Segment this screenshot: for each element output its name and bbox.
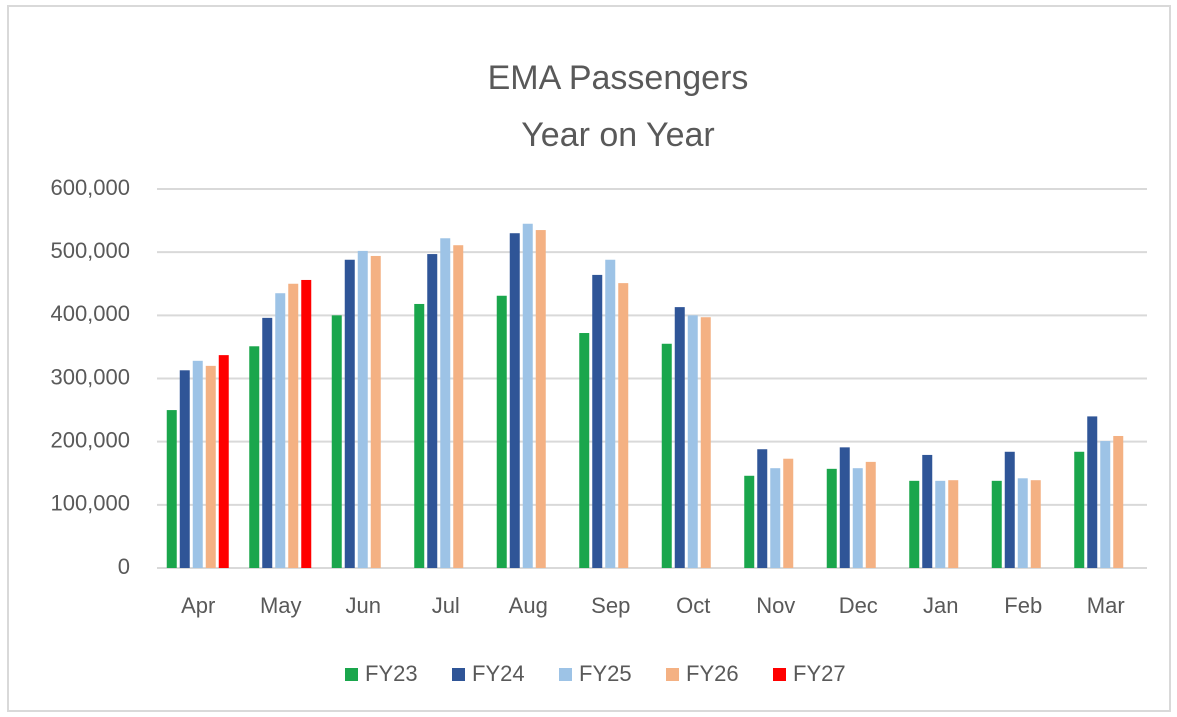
bar xyxy=(687,315,698,568)
bar xyxy=(1017,478,1028,568)
y-tick-label: 0 xyxy=(118,554,130,579)
bar xyxy=(991,480,1002,568)
bar xyxy=(618,283,629,568)
x-tick-label: Aug xyxy=(509,593,548,618)
x-tick-label: Apr xyxy=(181,593,215,618)
x-tick-label: Jul xyxy=(432,593,460,618)
bar xyxy=(357,250,368,569)
bar xyxy=(535,230,546,568)
legend-label: FY25 xyxy=(579,661,632,686)
bar xyxy=(1087,416,1098,568)
chart-title: EMA Passengers xyxy=(488,59,749,97)
y-tick-label: 300,000 xyxy=(50,364,130,389)
bar xyxy=(331,315,342,568)
bar xyxy=(757,449,768,568)
bar xyxy=(440,238,451,568)
bar xyxy=(1113,435,1124,568)
legend-label: FY27 xyxy=(793,661,846,686)
x-tick-label: Jan xyxy=(923,593,958,618)
bar xyxy=(1074,451,1085,568)
bar xyxy=(205,365,216,568)
bar xyxy=(275,293,286,568)
x-tick-label: Feb xyxy=(1004,593,1042,618)
bar xyxy=(509,233,520,568)
bar xyxy=(935,480,946,568)
x-tick-label: Oct xyxy=(676,593,710,618)
bar xyxy=(453,245,464,569)
bar xyxy=(922,454,933,568)
bar xyxy=(370,255,381,568)
x-tick-label: Dec xyxy=(839,593,878,618)
bar xyxy=(179,370,190,568)
legend-label: FY23 xyxy=(365,661,418,686)
bar xyxy=(344,259,355,568)
bar xyxy=(288,283,299,568)
bar xyxy=(744,475,755,568)
bar xyxy=(427,254,438,569)
legend-swatch xyxy=(452,668,465,681)
bar xyxy=(948,480,959,568)
bar xyxy=(1030,480,1041,568)
legend-swatch xyxy=(559,668,572,681)
y-tick-label: 500,000 xyxy=(50,238,130,263)
bar xyxy=(909,480,920,568)
bar xyxy=(192,360,203,568)
legend-label: FY26 xyxy=(686,661,739,686)
bar xyxy=(218,355,229,568)
bar xyxy=(674,307,685,568)
legend-swatch xyxy=(666,668,679,681)
bar xyxy=(522,223,533,568)
x-tick-label: May xyxy=(260,593,302,618)
bar xyxy=(301,279,312,568)
bar xyxy=(770,468,781,568)
bar xyxy=(414,303,425,568)
bar xyxy=(783,458,794,568)
y-tick-label: 200,000 xyxy=(50,427,130,452)
x-tick-label: Mar xyxy=(1087,593,1125,618)
y-tick-label: 400,000 xyxy=(50,301,130,326)
bar xyxy=(826,468,837,568)
bar xyxy=(839,447,850,568)
y-tick-label: 100,000 xyxy=(50,491,130,516)
bar xyxy=(592,274,603,568)
x-tick-label: Sep xyxy=(591,593,630,618)
x-tick-label: Nov xyxy=(756,593,795,618)
x-tick-label: Jun xyxy=(346,593,381,618)
bar xyxy=(1004,451,1015,568)
bar xyxy=(166,410,177,568)
bar xyxy=(605,259,616,568)
chart-title: Year on Year xyxy=(521,116,715,154)
legend-swatch xyxy=(345,668,358,681)
legend-label: FY24 xyxy=(472,661,525,686)
bar xyxy=(700,317,711,568)
bar xyxy=(852,468,863,568)
bar xyxy=(1100,441,1111,568)
bar xyxy=(579,333,590,568)
bar xyxy=(249,346,260,568)
bar xyxy=(865,461,876,568)
y-tick-label: 600,000 xyxy=(50,175,130,200)
bar xyxy=(496,295,507,568)
bar xyxy=(661,343,672,568)
bar xyxy=(262,317,273,568)
legend-swatch xyxy=(773,668,786,681)
